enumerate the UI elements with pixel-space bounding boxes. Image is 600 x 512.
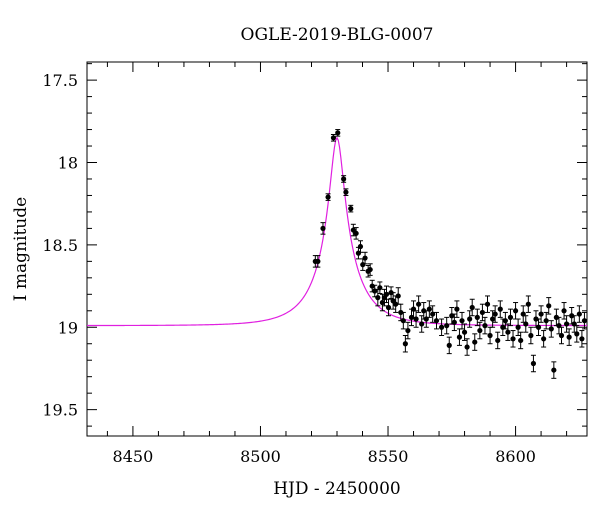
- data-point: [569, 306, 575, 325]
- model-curve: [87, 136, 587, 327]
- data-point: [515, 318, 521, 336]
- data-point: [535, 318, 542, 336]
- data-point: [385, 298, 392, 317]
- data-point: [474, 308, 480, 327]
- data-point: [477, 321, 483, 340]
- y-tick-label: 18: [58, 154, 78, 173]
- data-point: [320, 222, 326, 235]
- data-point: [502, 311, 508, 330]
- data-point: [543, 311, 549, 330]
- data-point: [330, 133, 337, 142]
- data-point: [405, 321, 411, 340]
- data-point: [467, 310, 473, 328]
- data-point: [410, 300, 417, 318]
- x-tick-label: 8550: [368, 447, 409, 466]
- data-point: [482, 316, 488, 335]
- data-point: [492, 305, 498, 323]
- data-point: [419, 315, 425, 333]
- data-point: [525, 295, 531, 313]
- data-point: [566, 328, 572, 346]
- data-point: [510, 330, 516, 348]
- data-point: [325, 193, 331, 201]
- data-point: [574, 325, 580, 343]
- data-point: [581, 311, 588, 330]
- data-point: [512, 302, 519, 320]
- data-point: [335, 129, 341, 137]
- data-point: [546, 297, 552, 315]
- data-point: [558, 326, 565, 345]
- data-point: [383, 285, 390, 304]
- data-point: [505, 323, 511, 341]
- x-tick-label: 8500: [240, 447, 281, 466]
- data-point: [375, 288, 381, 307]
- y-tick-label: 19: [58, 318, 78, 337]
- data-point: [472, 333, 478, 351]
- data-point: [464, 338, 470, 356]
- data-point: [433, 311, 440, 330]
- data-point: [315, 255, 321, 268]
- data-point: [367, 263, 373, 276]
- data-point: [469, 298, 475, 317]
- data-point: [456, 328, 463, 346]
- data-point: [576, 305, 582, 323]
- data-point: [507, 308, 514, 327]
- data-point: [451, 313, 457, 332]
- data-point: [362, 251, 368, 265]
- y-tick-label: 19.5: [42, 401, 78, 420]
- data-point: [490, 310, 496, 328]
- data-point: [377, 281, 383, 294]
- data-point: [479, 303, 486, 322]
- data-point: [413, 310, 419, 328]
- data-point: [357, 240, 364, 253]
- data-points: [312, 129, 588, 379]
- chart-title: OGLE-2019-BLG-0007: [241, 25, 434, 45]
- data-point: [528, 326, 534, 345]
- data-point: [430, 305, 436, 323]
- data-point: [438, 318, 445, 336]
- data-point: [520, 305, 526, 323]
- data-point: [416, 295, 422, 313]
- data-point: [348, 204, 354, 213]
- data-point: [459, 311, 465, 330]
- data-point: [353, 227, 359, 240]
- plot-frame: [86, 61, 588, 437]
- tick-labels: 8450 8500 8550 8600 17.5 18 18.5 19 19.5: [42, 71, 536, 466]
- data-point: [487, 326, 493, 345]
- data-point: [341, 175, 347, 183]
- data-point: [454, 300, 460, 318]
- x-tick-label: 8450: [113, 447, 154, 466]
- y-axis-label: I magnitude: [11, 197, 31, 301]
- data-point: [563, 315, 570, 333]
- data-point: [395, 287, 401, 305]
- data-point: [446, 336, 452, 355]
- data-point: [538, 305, 544, 323]
- y-tick-label: 18.5: [42, 236, 78, 255]
- data-point: [523, 315, 529, 333]
- y-tick-label: 17.5: [42, 71, 78, 90]
- data-point: [495, 331, 501, 350]
- data-point: [393, 295, 399, 313]
- data-point: [548, 320, 554, 338]
- data-point: [551, 361, 557, 379]
- x-tick-label: 8600: [495, 447, 536, 466]
- data-point: [518, 331, 524, 350]
- data-point: [461, 323, 468, 341]
- x-axis-label: HJD - 2450000: [273, 479, 401, 499]
- axis-ticks: [87, 62, 587, 436]
- data-point: [343, 188, 349, 196]
- data-point: [561, 302, 567, 320]
- data-point: [530, 354, 537, 373]
- data-point: [426, 300, 432, 318]
- data-point: [400, 311, 406, 330]
- data-point: [402, 334, 408, 353]
- data-point: [421, 302, 427, 320]
- data-point: [541, 330, 547, 348]
- data-point: [497, 300, 503, 318]
- data-point: [444, 316, 450, 335]
- data-point: [484, 295, 491, 313]
- data-point: [579, 330, 585, 348]
